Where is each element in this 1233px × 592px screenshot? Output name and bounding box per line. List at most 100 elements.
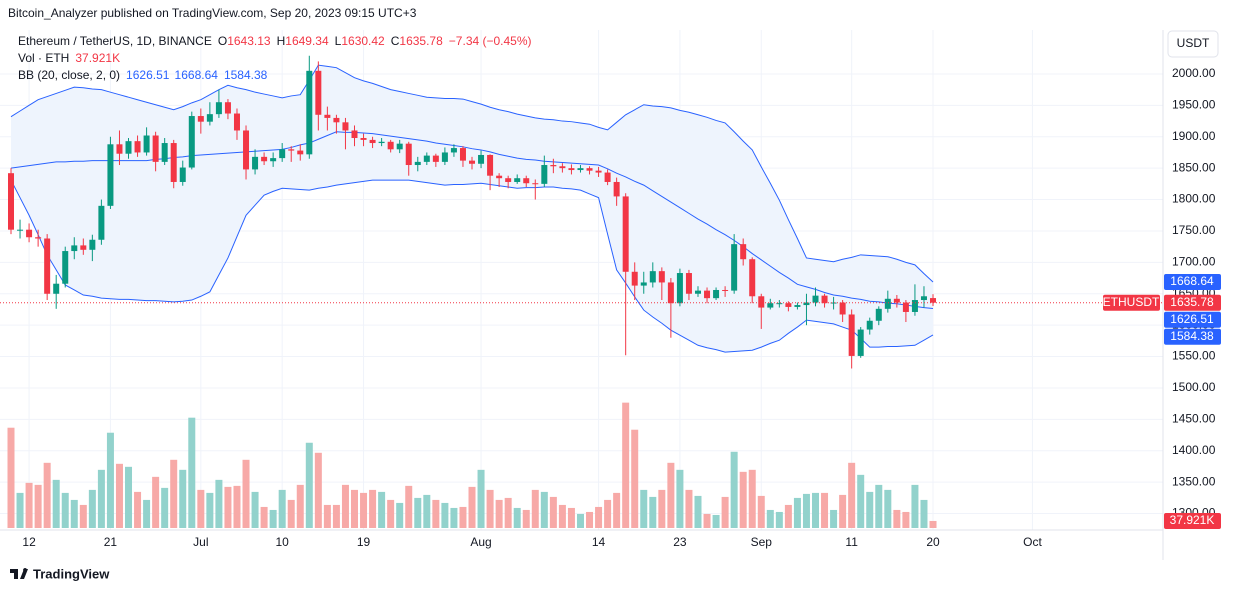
volume-bar: [595, 506, 603, 528]
volume-bar: [278, 489, 286, 528]
candle-body: [8, 173, 14, 230]
volume-bar: [730, 451, 738, 528]
volume-bar: [658, 489, 666, 528]
y-tick-label: 1350.00: [1172, 474, 1216, 488]
volume-bar: [414, 497, 422, 528]
volume-bar: [423, 494, 431, 528]
y-tick-label: 1750.00: [1172, 223, 1216, 237]
candle-body: [26, 229, 33, 238]
candle-body: [315, 70, 322, 115]
volume-bar: [134, 491, 142, 528]
volume-bar: [522, 509, 530, 528]
candle-body: [270, 158, 277, 162]
volume-bar: [513, 507, 521, 528]
candle-body: [233, 113, 240, 131]
volume-bar: [323, 504, 331, 528]
volume-bar: [685, 489, 693, 528]
volume-bar: [793, 497, 801, 528]
volume-bar: [179, 469, 187, 528]
candle-body: [450, 148, 457, 153]
currency-button[interactable]: [1167, 30, 1219, 58]
volume-bar: [540, 491, 548, 528]
x-tick-label: 23: [673, 535, 687, 549]
candle-body: [568, 168, 575, 171]
volume-bar: [640, 489, 648, 528]
candle-body: [541, 165, 548, 184]
volume-bar: [766, 509, 774, 528]
volume-bar: [775, 511, 783, 528]
candle-body: [740, 244, 747, 260]
volume-bar: [748, 469, 756, 528]
ohlc-label: L: [335, 34, 342, 48]
volume-bar: [396, 502, 404, 528]
volume-bar: [857, 474, 865, 528]
volume-bar: [667, 462, 675, 528]
candle-body: [125, 141, 132, 154]
logo: TradingView: [10, 566, 110, 581]
symbol-title: Ethereum / TetherUS, 1D, BINANCE: [18, 34, 212, 48]
candle-body: [89, 239, 96, 250]
change: −7.34 (−0.45%): [449, 34, 532, 48]
candle-body: [478, 154, 485, 164]
candle-body: [631, 271, 638, 286]
candle-body: [514, 178, 521, 182]
candle-body: [188, 116, 195, 168]
bb-lower-line: [10, 179, 934, 353]
ohlc-label: O: [218, 34, 227, 48]
volume-bar: [115, 463, 123, 528]
volume-bar: [287, 499, 295, 528]
volume-bar: [260, 506, 268, 528]
candle-body: [875, 308, 882, 321]
currency-label[interactable]: USDT: [1177, 36, 1210, 50]
volume-bar: [70, 499, 78, 528]
candle-body: [62, 251, 69, 284]
ohlc-value: 1630.42: [341, 34, 385, 48]
volume-bar: [215, 479, 223, 528]
candle-body: [595, 170, 602, 173]
candle-body: [306, 70, 313, 155]
x-tick-label: Sep: [751, 535, 773, 549]
volume-tag: [1164, 512, 1221, 529]
volume-bar: [712, 514, 720, 528]
volume-bar: [79, 504, 87, 528]
ohlc-value: 1643.13: [227, 34, 271, 48]
candle-body: [378, 141, 385, 144]
y-tick-label: 2000.00: [1172, 66, 1216, 80]
bb-fill: [11, 65, 934, 353]
volume-bar: [468, 486, 476, 528]
candle-body: [261, 156, 268, 162]
candle-body: [459, 148, 466, 161]
candle-body: [848, 314, 855, 356]
y-tick-label: 1500.00: [1172, 380, 1216, 394]
volume-bar: [631, 429, 639, 528]
volume-bar: [884, 489, 892, 528]
y-tick-label: 1450.00: [1172, 412, 1216, 426]
price-tag: [1164, 274, 1221, 291]
candle-body: [685, 273, 692, 294]
volume-bar: [757, 495, 765, 528]
y-tick-label: 1950.00: [1172, 98, 1216, 112]
volume-bar: [378, 491, 386, 528]
volume-bar: [622, 402, 630, 528]
symbol-tag-label: ETHUSDT: [1103, 295, 1160, 309]
x-tick-label: 12: [22, 535, 36, 549]
volume-bar: [821, 492, 829, 528]
candle-body: [487, 154, 494, 176]
volume-bar: [576, 513, 584, 528]
volume-bar: [450, 507, 458, 528]
candle-body: [405, 143, 412, 166]
candle-body: [170, 143, 177, 182]
volume-bar: [802, 493, 810, 528]
volume-bar: [604, 499, 612, 528]
candle-body: [821, 295, 828, 304]
bb-value: 1626.51: [126, 68, 170, 82]
symbol-tag: [1103, 294, 1160, 311]
candle-body: [243, 130, 250, 170]
volume-bar: [405, 485, 413, 528]
volume-bar: [839, 494, 847, 528]
candle-body: [423, 155, 430, 162]
volume-bar: [703, 513, 711, 528]
candle-body: [839, 302, 846, 315]
x-tick-label: 11: [845, 535, 858, 549]
attribution: Bitcoin_Analyzer published on TradingVie…: [8, 6, 417, 20]
